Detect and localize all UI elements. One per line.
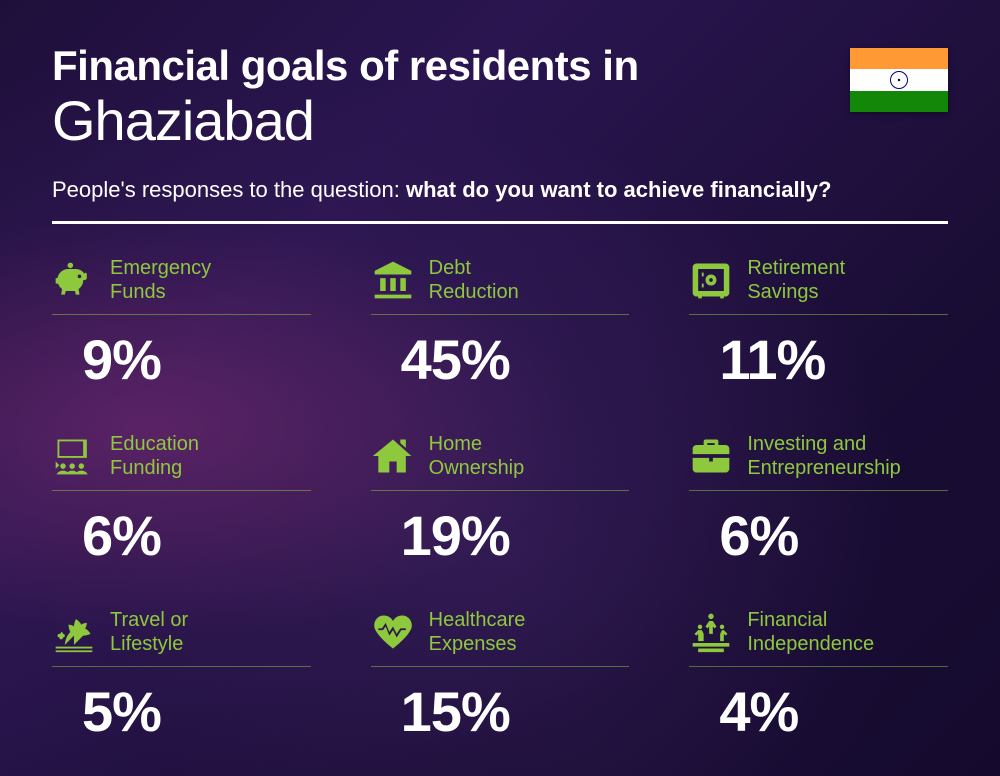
card-value: 9% bbox=[82, 327, 311, 392]
card-debt-reduction: DebtReduction 45% bbox=[371, 256, 630, 392]
independence-icon bbox=[689, 610, 733, 654]
safe-icon bbox=[689, 258, 733, 302]
card-label: EmergencyFunds bbox=[110, 256, 211, 304]
card-value: 19% bbox=[401, 503, 630, 568]
card-investing-entrepreneurship: Investing andEntrepreneurship 6% bbox=[689, 432, 948, 568]
card-value: 6% bbox=[719, 503, 948, 568]
card-value: 6% bbox=[82, 503, 311, 568]
travel-icon bbox=[52, 610, 96, 654]
card-education-funding: EducationFunding 6% bbox=[52, 432, 311, 568]
title-line-1: Financial goals of residents in bbox=[52, 42, 948, 90]
card-financial-independence: FinancialIndependence 4% bbox=[689, 608, 948, 744]
house-icon bbox=[371, 434, 415, 478]
subtitle: People's responses to the question: what… bbox=[52, 177, 948, 203]
card-emergency-funds: EmergencyFunds 9% bbox=[52, 256, 311, 392]
divider bbox=[52, 221, 948, 224]
bank-icon bbox=[371, 258, 415, 302]
card-label: EducationFunding bbox=[110, 432, 199, 480]
card-label: Investing andEntrepreneurship bbox=[747, 432, 900, 480]
title-line-2: Ghaziabad bbox=[52, 88, 948, 153]
card-label: RetirementSavings bbox=[747, 256, 845, 304]
india-flag-icon bbox=[850, 48, 948, 112]
briefcase-icon bbox=[689, 434, 733, 478]
heart-pulse-icon bbox=[371, 610, 415, 654]
header: Financial goals of residents in Ghaziaba… bbox=[52, 42, 948, 224]
card-value: 5% bbox=[82, 679, 311, 744]
card-value: 4% bbox=[719, 679, 948, 744]
card-label: DebtReduction bbox=[429, 256, 519, 304]
card-label: FinancialIndependence bbox=[747, 608, 874, 656]
card-label: HealthcareExpenses bbox=[429, 608, 526, 656]
card-retirement-savings: RetirementSavings 11% bbox=[689, 256, 948, 392]
goals-grid: EmergencyFunds 9% DebtReduction 45% Reti… bbox=[52, 256, 948, 744]
card-label: HomeOwnership bbox=[429, 432, 525, 480]
card-healthcare-expenses: HealthcareExpenses 15% bbox=[371, 608, 630, 744]
piggy-bank-icon bbox=[52, 258, 96, 302]
education-icon bbox=[52, 434, 96, 478]
card-value: 45% bbox=[401, 327, 630, 392]
subtitle-prefix: People's responses to the question: bbox=[52, 177, 406, 202]
subtitle-bold: what do you want to achieve financially? bbox=[406, 177, 831, 202]
card-value: 11% bbox=[719, 327, 948, 392]
card-value: 15% bbox=[401, 679, 630, 744]
card-label: Travel orLifestyle bbox=[110, 608, 188, 656]
card-travel-lifestyle: Travel orLifestyle 5% bbox=[52, 608, 311, 744]
card-home-ownership: HomeOwnership 19% bbox=[371, 432, 630, 568]
